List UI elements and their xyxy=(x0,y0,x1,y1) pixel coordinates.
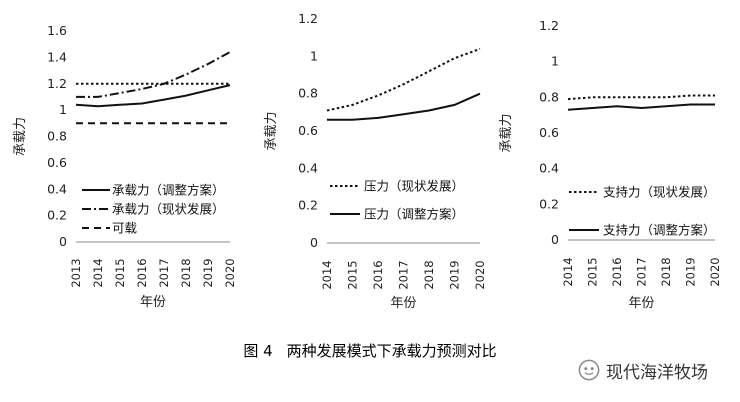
watermark-text: 现代海洋牧场 xyxy=(606,362,708,383)
y-tick-label: 0 xyxy=(551,232,559,247)
y-tick-label: 0 xyxy=(59,234,67,249)
x-tick-label: 2017 xyxy=(635,257,649,286)
x-tick-label: 2015 xyxy=(346,260,360,289)
y-tick-label: 0.6 xyxy=(539,125,559,140)
y-tick-label: 0.8 xyxy=(539,89,559,104)
x-tick-label: 2015 xyxy=(586,257,600,286)
wechat-icon xyxy=(578,359,600,381)
y-tick-label: 0.2 xyxy=(539,196,559,211)
x-tick-label: 2020 xyxy=(223,258,237,287)
x-tick-label: 2020 xyxy=(708,257,722,286)
x-tick-label: 2017 xyxy=(397,260,411,289)
y-tick-label: 0.2 xyxy=(298,198,318,213)
y-tick-label: 0.8 xyxy=(47,129,67,144)
figure-number: 图 4 xyxy=(243,342,273,360)
legend-label: 承载力（调整方案） xyxy=(112,183,225,198)
y-tick-label: 0 xyxy=(310,235,318,250)
figure-caption: 图 4 两种发展模式下承载力预测对比 xyxy=(0,340,740,361)
y-tick-label: 1.4 xyxy=(47,49,67,64)
y-tick-label: 1.2 xyxy=(539,18,559,33)
legend-label: 压力（现状发展） xyxy=(364,179,464,194)
legend-label: 承载力（现状发展） xyxy=(112,202,225,217)
chart-panel-2: 0 0.2 0.4 0.6 0.8 1 1.2 2014 2015 2016 2017 2018 201… xyxy=(264,11,487,311)
x-tick-label: 2018 xyxy=(659,257,673,286)
y-tick-label: 1 xyxy=(59,102,67,117)
legend-label: 支持力（现状发展） xyxy=(603,185,716,200)
y-tick-label: 0.4 xyxy=(298,160,318,175)
x-tick-label: 2020 xyxy=(473,260,487,289)
x-tick-label: 2016 xyxy=(610,257,624,286)
y-tick-label: 1.2 xyxy=(47,76,67,91)
series-line-1 xyxy=(567,94,715,101)
x-tick-label: 2014 xyxy=(91,258,105,287)
x-tick-label: 2013 xyxy=(69,258,83,287)
y-tick-label: 1 xyxy=(310,48,318,63)
series-line-1 xyxy=(326,47,481,112)
y-axis-title: 承载力 xyxy=(13,117,28,156)
y-tick-label: 0.6 xyxy=(47,155,67,170)
series-line-2 xyxy=(567,103,715,111)
x-tick-label: 2018 xyxy=(179,258,193,287)
y-tick-label: 1.6 xyxy=(47,23,67,38)
x-tick-label: 2015 xyxy=(113,258,127,287)
x-tick-label: 2014 xyxy=(561,257,575,286)
x-axis-title: 年份 xyxy=(140,295,166,310)
x-tick-label: 2017 xyxy=(157,258,171,287)
chart-panel-3: 0 0.2 0.4 0.6 0.8 1 1.2 2014 2015 2016 2017 2018 201… xyxy=(499,18,722,311)
x-tick-label: 2019 xyxy=(448,260,462,289)
chart-panel-1: 0 0.2 0.4 0.6 0.8 1 1.2 1.4 1.6 2013 2014 2015 2016 2… xyxy=(13,23,237,310)
x-tick-label: 2018 xyxy=(422,260,436,289)
x-axis-title: 年份 xyxy=(390,296,416,311)
x-tick-label: 2016 xyxy=(135,258,149,287)
x-tick-label: 2014 xyxy=(320,260,334,289)
x-tick-label: 2016 xyxy=(371,260,385,289)
legend-label: 压力（调整方案） xyxy=(364,207,464,222)
legend-label: 支持力（调整方案） xyxy=(603,223,716,238)
y-tick-label: 0.4 xyxy=(47,181,67,196)
x-tick-label: 2019 xyxy=(684,257,698,286)
series-line-2 xyxy=(327,92,481,121)
y-tick-label: 0.6 xyxy=(298,123,318,138)
y-tick-label: 1 xyxy=(551,54,559,69)
y-tick-label: 0.2 xyxy=(47,208,67,223)
series-line-2 xyxy=(76,51,231,98)
legend-label: 可载 xyxy=(112,221,138,236)
y-tick-label: 1.2 xyxy=(298,11,318,26)
series-line-1 xyxy=(75,84,231,108)
figure-title: 两种发展模式下承载力预测对比 xyxy=(286,342,497,360)
x-tick-label: 2019 xyxy=(201,258,215,287)
y-tick-label: 0.4 xyxy=(539,161,559,176)
y-axis-title: 承载力 xyxy=(499,113,514,152)
y-axis-title: 承载力 xyxy=(264,111,279,150)
x-axis-title: 年份 xyxy=(628,296,654,311)
watermark: 现代海洋牧场 xyxy=(578,358,708,383)
y-tick-label: 0.8 xyxy=(298,86,318,101)
